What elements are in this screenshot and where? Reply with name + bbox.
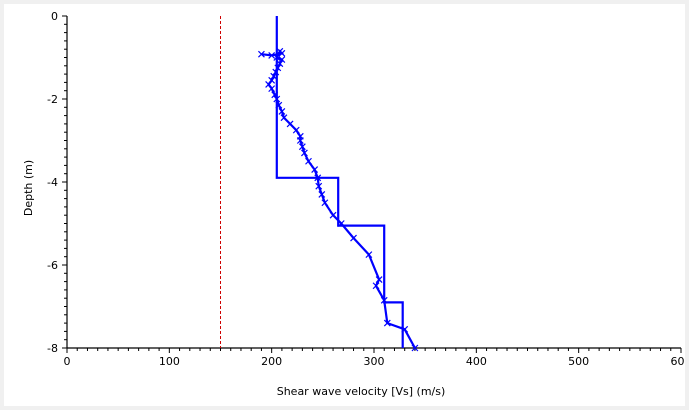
step-profile-line	[275, 16, 404, 348]
data-point-marker	[318, 191, 326, 198]
data-point-marker	[300, 149, 308, 157]
measured-profile-line	[261, 49, 416, 349]
marker-stroke	[276, 60, 284, 68]
data-point-marker	[271, 91, 279, 99]
data-point-marker	[274, 64, 282, 72]
x-tick-label: 100	[159, 355, 180, 368]
data-point-marker	[273, 54, 281, 61]
data-point-marker	[276, 60, 284, 68]
plot-area	[220, 16, 419, 352]
marker-stroke	[286, 120, 294, 128]
data-point-marker	[286, 120, 294, 128]
data-point-marker	[401, 325, 409, 333]
data-point-marker	[275, 101, 283, 109]
marker-stroke	[271, 91, 279, 99]
marker-stroke	[274, 64, 282, 72]
marker-stroke	[318, 191, 326, 198]
axes	[62, 15, 682, 353]
marker-stroke	[383, 319, 391, 327]
data-point-marker	[314, 174, 322, 182]
data-point-marker	[375, 276, 383, 283]
data-point-marker	[350, 234, 357, 242]
data-point-marker	[321, 199, 329, 207]
marker-stroke	[350, 234, 357, 242]
data-point-marker	[280, 114, 288, 122]
marker-stroke	[265, 81, 273, 88]
data-point-marker	[296, 137, 304, 144]
data-point-marker	[278, 108, 286, 115]
marker-stroke	[329, 211, 337, 219]
marker-stroke	[411, 344, 419, 352]
data-point-marker	[278, 56, 286, 63]
data-point-marker	[383, 319, 391, 327]
marker-stroke	[375, 276, 383, 283]
y-tick-label: -2	[47, 93, 58, 106]
x-tick-label: 400	[466, 355, 487, 368]
data-point-marker	[272, 68, 280, 76]
marker-stroke	[268, 85, 276, 93]
data-point-marker	[411, 344, 419, 352]
marker-group	[258, 47, 419, 352]
y-tick-label: -6	[47, 259, 58, 272]
data-point-marker	[268, 76, 276, 84]
data-point-marker	[337, 220, 345, 227]
marker-stroke	[272, 68, 280, 76]
data-point-marker	[276, 47, 284, 55]
marker-stroke	[401, 325, 409, 333]
data-point-marker	[298, 143, 306, 151]
data-point-marker	[311, 166, 319, 173]
data-point-marker	[273, 95, 281, 103]
marker-stroke	[314, 174, 322, 182]
data-point-marker	[268, 85, 276, 93]
depth-velocity-chart: 0 100 200 300 400 500 600 0 -2 -4 -6 -8 Shear wave …	[22, 10, 685, 398]
marker-stroke	[305, 157, 312, 165]
marker-stroke	[273, 95, 281, 103]
marker-stroke	[365, 251, 373, 259]
y-tick-label: 0	[51, 10, 58, 23]
marker-stroke	[315, 182, 323, 190]
x-tick-label: 300	[364, 355, 385, 368]
marker-stroke	[300, 149, 308, 157]
data-point-marker	[268, 52, 276, 59]
marker-stroke	[258, 50, 265, 58]
marker-stroke	[296, 137, 304, 144]
marker-stroke	[268, 52, 276, 59]
chart-panel: 0 100 200 300 400 500 600 0 -2 -4 -6 -8 Shear wave …	[4, 4, 685, 406]
marker-stroke	[298, 143, 306, 151]
marker-stroke	[270, 72, 278, 80]
marker-stroke	[276, 47, 284, 55]
y-tick-label: -4	[47, 176, 58, 189]
marker-stroke	[278, 108, 286, 115]
data-point-marker	[329, 211, 337, 219]
marker-stroke	[278, 56, 286, 63]
x-tick-label: 500	[568, 355, 589, 368]
marker-stroke	[311, 166, 319, 173]
marker-stroke	[292, 126, 300, 134]
data-point-marker	[265, 81, 273, 88]
data-point-marker	[270, 72, 278, 80]
data-point-marker	[292, 126, 300, 134]
data-point-marker	[365, 251, 373, 259]
data-point-marker	[380, 296, 388, 304]
marker-stroke	[372, 282, 380, 290]
marker-stroke	[321, 199, 329, 207]
data-point-marker	[315, 182, 323, 190]
x-axis-title: Shear wave velocity [Vs] (m/s)	[277, 385, 446, 398]
tick-labels: 0 100 200 300 400 500 600 0 -2 -4 -6 -8	[47, 10, 685, 368]
marker-stroke	[380, 296, 388, 304]
marker-stroke	[275, 101, 283, 109]
marker-stroke	[280, 114, 288, 122]
y-axis-title: Depth (m)	[22, 160, 35, 216]
data-point-marker	[258, 50, 265, 58]
data-point-marker	[305, 157, 312, 165]
x-tick-label: 200	[261, 355, 282, 368]
marker-stroke	[268, 76, 276, 84]
data-point-marker	[372, 282, 380, 290]
x-tick-label: 600	[671, 355, 686, 368]
marker-stroke	[337, 220, 345, 227]
x-tick-label: 0	[64, 355, 71, 368]
marker-stroke	[273, 54, 281, 61]
y-tick-label: -8	[47, 342, 58, 355]
